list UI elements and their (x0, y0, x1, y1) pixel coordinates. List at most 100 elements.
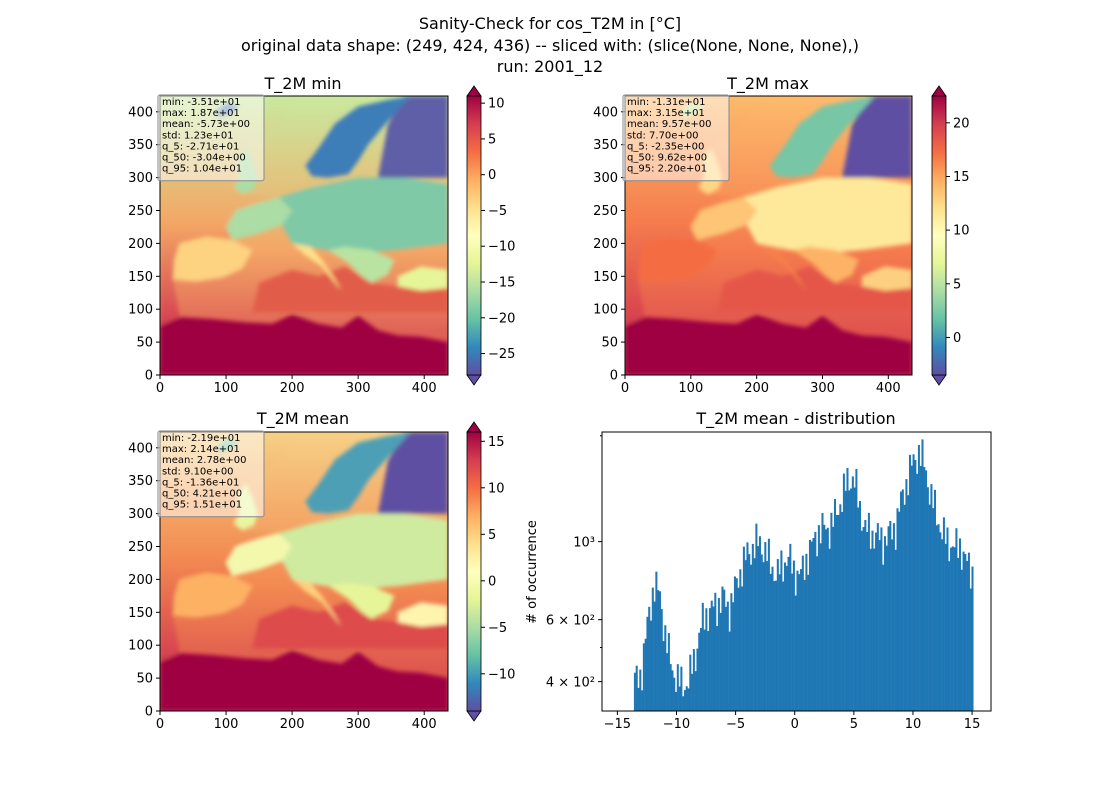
histogram-bar (892, 523, 895, 711)
y-tick-label: 350 (128, 138, 153, 153)
histogram-bar (962, 551, 965, 711)
histogram-bar (633, 672, 636, 711)
histogram-bar (878, 540, 881, 711)
histogram-bar (910, 465, 913, 711)
histogram-bar (914, 460, 917, 711)
colorbar-gradient (466, 431, 482, 712)
y-tick-label: 150 (128, 606, 153, 621)
histogram-bar (894, 549, 897, 711)
histogram-bar (750, 564, 753, 711)
histogram-bar (958, 538, 962, 711)
stats-line: mean: 9.57e+00 (627, 119, 711, 130)
histogram-bar (705, 608, 708, 711)
colorbar: 15 10 5 0 −5 −10 (466, 421, 515, 722)
y-tick-label: 100 (593, 303, 618, 318)
colorbar-tick-label: −10 (488, 667, 515, 682)
histogram-bar (716, 626, 719, 711)
histogram-bar (673, 677, 676, 711)
histogram-bar (825, 529, 828, 711)
histogram-bar (792, 560, 795, 711)
histogram-bar (653, 601, 656, 711)
colorbar-extend-max (931, 85, 947, 97)
histogram-bars (633, 439, 974, 711)
y-tick-label: 6 × 10² (546, 614, 595, 629)
histogram-bar (767, 538, 770, 711)
colorbar-tick-label: 0 (488, 168, 496, 183)
histogram-bar (737, 587, 740, 711)
colorbar-tick-label: −25 (488, 347, 515, 362)
histogram-bar (655, 571, 658, 711)
stats-box-background (157, 430, 265, 518)
histogram-bar (701, 602, 704, 711)
stats-line: q_50: 9.62e+00 (627, 153, 707, 164)
histogram-bar (717, 598, 720, 711)
histogram-bar (648, 606, 651, 711)
region-mediterranean-sea (252, 266, 448, 313)
colorbar-tick-label: 0 (488, 574, 496, 589)
histogram-bar (875, 532, 878, 711)
histogram-bar (783, 562, 786, 711)
y-tick-label: 0 (610, 369, 618, 384)
region-scandinavia (305, 432, 411, 514)
colorbar-tick-label: −15 (488, 276, 515, 291)
histogram-bar (857, 507, 860, 711)
colorbar-tick-label: −10 (488, 240, 515, 255)
region-anatolia (862, 266, 912, 291)
x-tick-label: 400 (412, 381, 437, 396)
panel-title: T_2M min (263, 74, 341, 94)
histogram-bar (971, 566, 974, 711)
histogram-bar (832, 526, 835, 711)
histogram-bar (676, 664, 679, 711)
histogram-bar (710, 600, 713, 711)
histogram-bar (848, 490, 851, 711)
colorbar-tick-label: 10 (488, 481, 505, 496)
histogram-bar (746, 542, 749, 711)
y-tick-label: 300 (128, 171, 153, 186)
histogram-bar (641, 690, 644, 711)
histogram-bar (689, 654, 692, 711)
histogram-bar (967, 552, 970, 711)
region-iberia (638, 236, 718, 282)
histogram-bar (725, 606, 728, 711)
region-central-europe (278, 177, 448, 254)
histogram-bar (694, 671, 697, 711)
panel-t2m-mean-distribution: T_2M mean - distribution # of occurrence… (525, 409, 992, 732)
histogram-bar (853, 487, 856, 711)
colorbar-tick-label: −20 (488, 311, 515, 326)
panel-t2m-min: T_2M min 0 100 200 300 400050100150200250300… (128, 74, 515, 396)
region-france (690, 197, 757, 241)
histogram-bar (753, 558, 756, 711)
panel-title: T_2M mean (256, 409, 349, 429)
stats-line: max: 1.87e+01 (162, 108, 240, 119)
y-tick-label: 150 (128, 270, 153, 285)
histogram-bar (741, 586, 744, 711)
histogram-bar (732, 602, 735, 711)
colorbar-tick-label: −5 (488, 621, 507, 636)
histogram-bar (800, 569, 803, 711)
x-tick-label: −5 (726, 717, 745, 732)
region-africa (160, 650, 448, 711)
histogram-bar (841, 511, 844, 711)
histogram-bar (692, 649, 695, 711)
stats-line: q_5: -2.35e+00 (627, 141, 704, 152)
histogram-bar (682, 696, 685, 711)
histogram-bar (944, 543, 947, 711)
stats-line: std: 7.70e+00 (627, 130, 699, 141)
x-tick-label: 200 (280, 381, 305, 396)
stats-line: min: -3.51e+01 (162, 97, 241, 108)
stats-box-background (157, 94, 265, 182)
histogram-bar (932, 508, 935, 711)
histogram-bar (662, 641, 665, 711)
histogram-bar (816, 556, 819, 711)
histogram-bar (660, 609, 663, 711)
panel-t2m-max: T_2M max 0 100 200 300 400050100150200250300… (593, 74, 969, 396)
colorbar-tick-label: 10 (488, 97, 505, 112)
region-central-europe (743, 177, 912, 254)
colorbar-tick-label: 10 (953, 224, 970, 239)
region-france (226, 197, 293, 241)
colorbar-gradient (931, 95, 947, 376)
histogram-bar (880, 527, 883, 711)
colorbar-tick-label: −5 (488, 204, 507, 219)
suptitle-line-2: original data shape: (249, 424, 436) -- … (241, 36, 859, 55)
